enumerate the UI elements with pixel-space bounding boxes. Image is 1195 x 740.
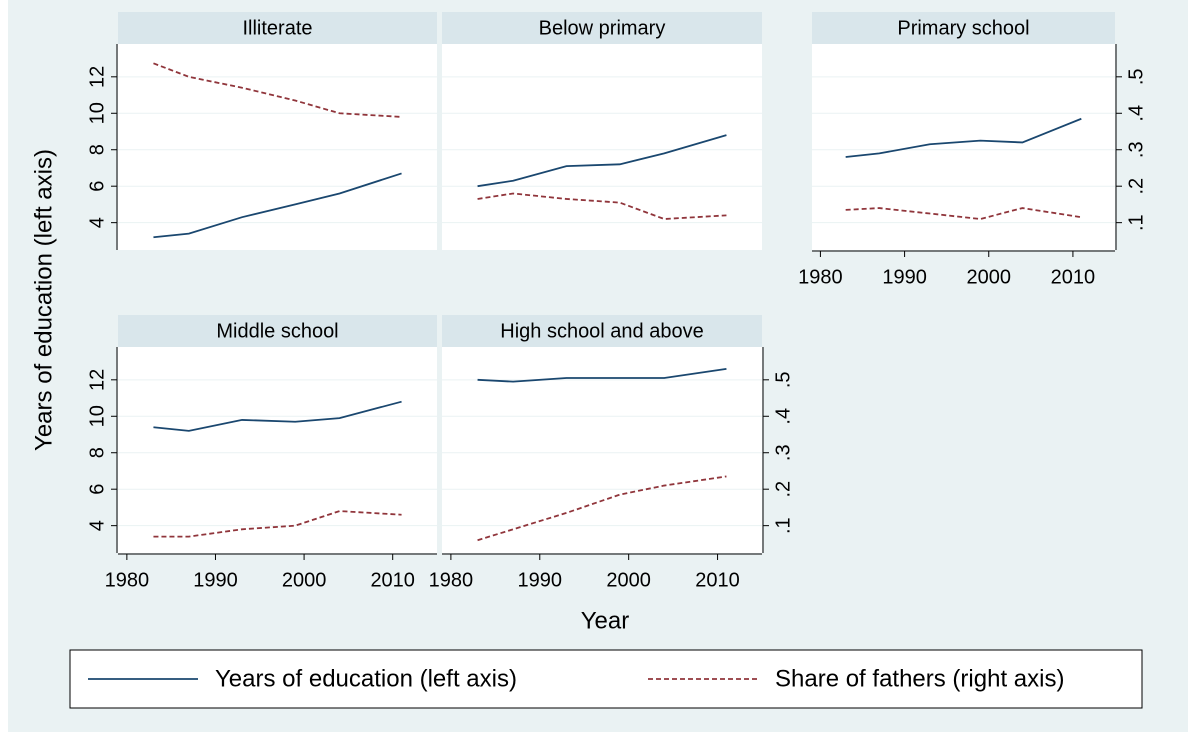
- x-tick-label: 1980: [798, 266, 843, 288]
- x-tick-label: 2000: [282, 569, 327, 591]
- panel-title: Middle school: [216, 320, 338, 342]
- series-line: [477, 192, 727, 220]
- x-tick-label: 1990: [518, 569, 563, 591]
- y-tick-label: 10: [86, 102, 108, 124]
- x-tick-label: 1980: [429, 569, 474, 591]
- legend-label: Share of fathers (right axis): [775, 665, 1064, 692]
- series-line: [477, 475, 727, 542]
- x-tick-label: 1980: [105, 569, 150, 591]
- y-tick-label: 6: [86, 181, 108, 192]
- panel-title: High school and above: [500, 320, 703, 342]
- strip: [118, 12, 437, 44]
- y2-tick-label: .1: [772, 517, 794, 534]
- y-tick-label: 12: [86, 66, 108, 88]
- y2-tick-label: .1: [1125, 214, 1147, 231]
- legend-label: Years of education (left axis): [215, 665, 517, 692]
- y2-tick-label: .3: [1125, 141, 1147, 158]
- x-tick-label: 2010: [370, 569, 415, 591]
- x-tick-label: 1990: [882, 266, 927, 288]
- y-tick-label: 4: [86, 217, 108, 228]
- panel-title: Primary school: [897, 17, 1029, 39]
- y-tick-label: 8: [86, 447, 108, 458]
- panel-title: Below primary: [539, 17, 666, 39]
- y-tick-label: 10: [86, 405, 108, 427]
- strip: [118, 315, 437, 347]
- x-tick-label: 2010: [1051, 266, 1096, 288]
- y2-tick-label: .2: [1125, 178, 1147, 195]
- series-line: [845, 207, 1082, 220]
- y-tick-label: 12: [86, 369, 108, 391]
- plot-area: [442, 44, 762, 250]
- series-line: [845, 117, 1082, 158]
- y2-tick-label: .5: [1125, 68, 1147, 85]
- y-tick-label: 6: [86, 484, 108, 495]
- y-axis-title: Years of education (left axis): [30, 149, 57, 451]
- strip: [812, 12, 1115, 44]
- plot-area: [812, 44, 1115, 250]
- series-line: [153, 62, 402, 118]
- x-tick-label: 2010: [695, 569, 740, 591]
- y2-tick-label: .3: [772, 444, 794, 461]
- strip: [442, 12, 762, 44]
- y2-tick-label: .4: [1125, 105, 1147, 122]
- series-line: [477, 134, 727, 188]
- panel-title: Illiterate: [242, 17, 312, 39]
- series-line: [153, 400, 402, 432]
- plot-area: [118, 347, 437, 553]
- series-line: [153, 510, 402, 538]
- x-tick-label: 1990: [193, 569, 238, 591]
- y2-tick-label: .4: [772, 408, 794, 425]
- strip: [442, 315, 762, 347]
- y-tick-label: 8: [86, 144, 108, 155]
- x-tick-label: 2000: [606, 569, 651, 591]
- series-line: [153, 172, 402, 239]
- x-axis-title: Year: [581, 607, 630, 634]
- y-tick-label: 4: [86, 520, 108, 531]
- y2-tick-label: .2: [772, 481, 794, 498]
- y2-tick-label: .5: [772, 371, 794, 388]
- legend-box: [69, 649, 1143, 709]
- series-line: [477, 367, 727, 383]
- x-tick-label: 2000: [967, 266, 1012, 288]
- plot-area: [118, 44, 437, 250]
